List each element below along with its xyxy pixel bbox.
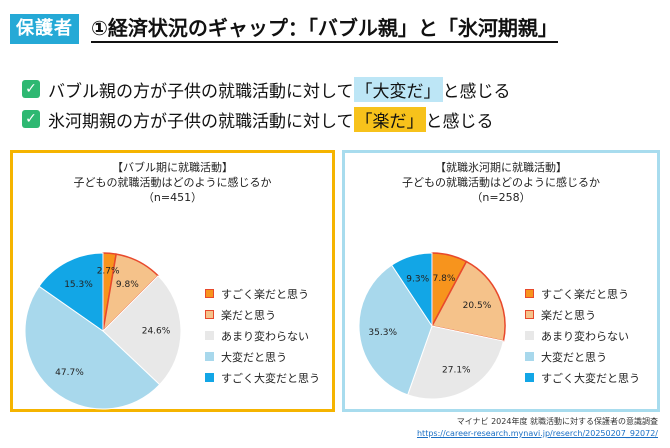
key-point-highlight: 「楽だ」 (353, 106, 426, 132)
legend-swatch (205, 331, 214, 340)
pie-data-label: 2.7% (97, 266, 120, 276)
pie-slice-2 (430, 260, 506, 342)
key-point-highlight: 「大変だ」 (353, 76, 443, 102)
legend-item: すごく楽だと思う (525, 283, 640, 304)
legend-item: すごく楽だと思う (205, 283, 320, 304)
pie-data-label: 35.3% (368, 328, 397, 338)
legend-swatch (205, 373, 214, 382)
legend-swatch (525, 331, 534, 340)
legend-item: すごく大変だと思う (525, 367, 640, 388)
page-header: 保護者 ①経済状況のギャップ：「バブル親」と「氷河期親」 (10, 14, 558, 44)
legend-label: すごく大変だと思う (541, 371, 640, 385)
chart-subtitle: 子どもの就職活動はどのように感じるか (73, 176, 272, 189)
pie-data-label: 24.6% (142, 326, 171, 336)
chart-legend: すごく楽だと思う 楽だと思うあまり変わらない 大変だと思うすごく大変だと思う (205, 283, 320, 388)
key-point-suffix: と感じる (442, 81, 511, 102)
pie-data-label: 9.8% (116, 280, 139, 290)
legend-label: 大変だと思う (541, 350, 607, 364)
key-points: ✓ バブル親の方が子供の就職活動に対して 「大変だ」 と感じる ✓ 氷河期親の方… (22, 74, 511, 134)
legend-item: 大変だと思う (525, 346, 640, 367)
chart-sample-size: （n=451） (142, 191, 203, 204)
legend-swatch (525, 310, 534, 319)
legend-label: 大変だと思う (221, 350, 287, 364)
pie-slice-4 (358, 264, 433, 396)
pie-data-label: 27.1% (442, 365, 471, 375)
pie-slice-5 (391, 252, 433, 328)
bubble-era-pie-chart: 2.7% 9.8% 24.6% 47.7% 15.3% (24, 252, 182, 410)
key-point-text: 氷河期親の方が子供の就職活動に対して (48, 111, 354, 132)
legend-item: 楽だと思う (525, 304, 640, 325)
source-text: マイナビ 2024年度 就職活動に対する保護者の意識調査 (456, 417, 658, 426)
pie-slice-5 (38, 252, 104, 332)
pie-data-label: 15.3% (64, 280, 93, 290)
legend-item: あまり変わらない (525, 325, 640, 346)
legend-item: あまり変わらない (205, 325, 320, 346)
chart-title: 【バブル期に就職活動】 (112, 161, 233, 174)
legend-label: 楽だと思う (221, 308, 276, 322)
legend-item: すごく大変だと思う (205, 367, 320, 388)
legend-item: 楽だと思う (205, 304, 320, 325)
chart-legend: すごく楽だと思う 楽だと思うあまり変わらない 大変だと思うすごく大変だと思う (525, 283, 640, 388)
legend-label: すごく楽だと思う (221, 287, 309, 301)
legend-label: すごく大変だと思う (221, 371, 320, 385)
legend-swatch (205, 289, 214, 298)
legend-swatch (205, 352, 214, 361)
legend-label: 楽だと思う (541, 308, 596, 322)
source-link[interactable]: https://career-research.mynavi.jp/reserc… (416, 429, 658, 438)
key-point-2: ✓ 氷河期親の方が子供の就職活動に対して 「楽だ」 と感じる (22, 104, 511, 134)
key-point-text: バブル親の方が子供の就職活動に対して (48, 81, 354, 102)
legend-item: 大変だと思う (205, 346, 320, 367)
key-point-suffix: と感じる (425, 111, 494, 132)
source-citation: マイナビ 2024年度 就職活動に対する保護者の意識調査 https://car… (417, 416, 658, 440)
audience-tag: 保護者 (10, 14, 79, 44)
legend-swatch (525, 289, 534, 298)
bubble-era-panel: 【バブル期に就職活動】 子どもの就職活動はどのように感じるか （n=451） 2… (10, 150, 335, 412)
checkmark-icon: ✓ (22, 80, 40, 98)
chart-subtitle: 子どもの就職活動はどのように感じるか (402, 176, 600, 189)
chart-sample-size: （n=258） (471, 191, 531, 204)
pie-data-label: 9.3% (406, 274, 429, 284)
pie-data-label: 20.5% (463, 301, 492, 311)
pie-slice-3 (407, 325, 505, 400)
key-point-1: ✓ バブル親の方が子供の就職活動に対して 「大変だ」 と感じる (22, 74, 511, 104)
legend-label: すごく楽だと思う (541, 287, 629, 301)
ice-age-pie-chart: 7.8% 20.5% 27.1% 35.3% 9.3% (358, 252, 506, 400)
legend-label: あまり変わらない (221, 329, 309, 343)
legend-label: あまり変わらない (541, 329, 629, 343)
ice-age-panel: 【就職氷河期に就職活動】 子どもの就職活動はどのように感じるか （n=258） … (342, 150, 660, 412)
chart-title: 【就職氷河期に就職活動】 (435, 161, 567, 174)
checkmark-icon: ✓ (22, 110, 40, 128)
legend-swatch (525, 352, 534, 361)
pie-slice-4 (24, 285, 161, 410)
pie-slice-3 (102, 275, 182, 386)
pie-data-label: 47.7% (55, 368, 84, 378)
legend-swatch (205, 310, 214, 319)
legend-swatch (525, 373, 534, 382)
page-title: ①経済状況のギャップ：「バブル親」と「氷河期親」 (91, 15, 558, 43)
pie-data-label: 7.8% (433, 274, 456, 284)
